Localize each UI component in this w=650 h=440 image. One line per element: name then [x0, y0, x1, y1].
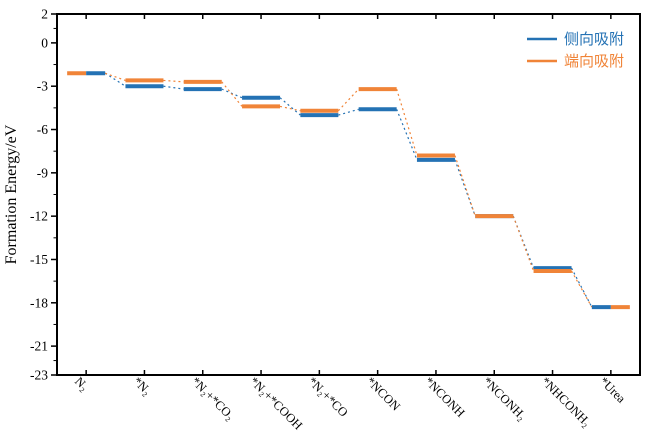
connector-line — [454, 159, 476, 217]
connector-line — [571, 270, 593, 308]
connector-line — [104, 72, 126, 81]
x-axis-category-label: *NHCONH₂ — [538, 374, 593, 429]
x-axis-category-label: *N₂ — [130, 374, 154, 398]
connector-line — [512, 215, 535, 269]
x-axis-category-label: *N₂+*COOH — [247, 374, 305, 432]
energy-level-bars — [67, 71, 630, 310]
y-axis-tick-label: -3 — [37, 79, 48, 94]
x-axis-category-label: *Urea — [597, 374, 629, 406]
connector-line — [104, 72, 126, 87]
x-axis-category-label: *NCONH₂ — [480, 374, 529, 423]
legend-item-label: 侧向吸附 — [564, 31, 624, 48]
y-axis-tick-label: -23 — [30, 368, 48, 383]
connector-lines — [104, 72, 593, 308]
y-axis-tick-label: -15 — [30, 252, 48, 267]
y-axis-tick-label: 2 — [41, 7, 48, 22]
connector-line — [512, 215, 535, 272]
y-axis-tick-label: -6 — [37, 122, 48, 137]
x-axis-category-label: *NCON — [364, 374, 403, 413]
legend-item-label: 端向吸附 — [564, 53, 624, 70]
plot-box — [56, 13, 641, 376]
x-axis-category-label: *N₂+*CO₂ — [189, 374, 238, 423]
connector-line — [337, 88, 360, 112]
y-axis-title: Formation Energy/eV — [3, 124, 20, 264]
y-axis-tick-label: 0 — [41, 35, 48, 50]
x-axis: N₂ *N₂ *N₂+*CO₂ *N₂+*COOH *N₂+*CO *NCON *NCONH… — [72, 14, 629, 432]
y-axis-tick-label: -12 — [30, 209, 48, 224]
x-axis-category-label: *N₂+*CO — [305, 374, 350, 419]
connector-line — [221, 81, 243, 107]
connector-line — [163, 79, 184, 83]
y-axis: 2 0 -3 -6 -9 -12 -15 -18 -21 -23 — [30, 7, 57, 383]
x-axis-category-label: *NCONH — [422, 374, 468, 420]
connector-line — [279, 97, 301, 116]
x-axis-category-label: N₂ — [72, 374, 91, 393]
connector-line — [396, 88, 418, 156]
connector-line — [396, 109, 418, 161]
y-axis-tick-label: -9 — [37, 165, 48, 180]
connector-line — [279, 105, 301, 112]
connector-line — [454, 155, 476, 217]
connector-line — [338, 108, 359, 116]
connector-line — [163, 85, 184, 90]
y-axis-tick-label: -18 — [30, 295, 48, 310]
y-axis-tick-label: -21 — [30, 339, 48, 354]
connector-line — [571, 267, 593, 308]
